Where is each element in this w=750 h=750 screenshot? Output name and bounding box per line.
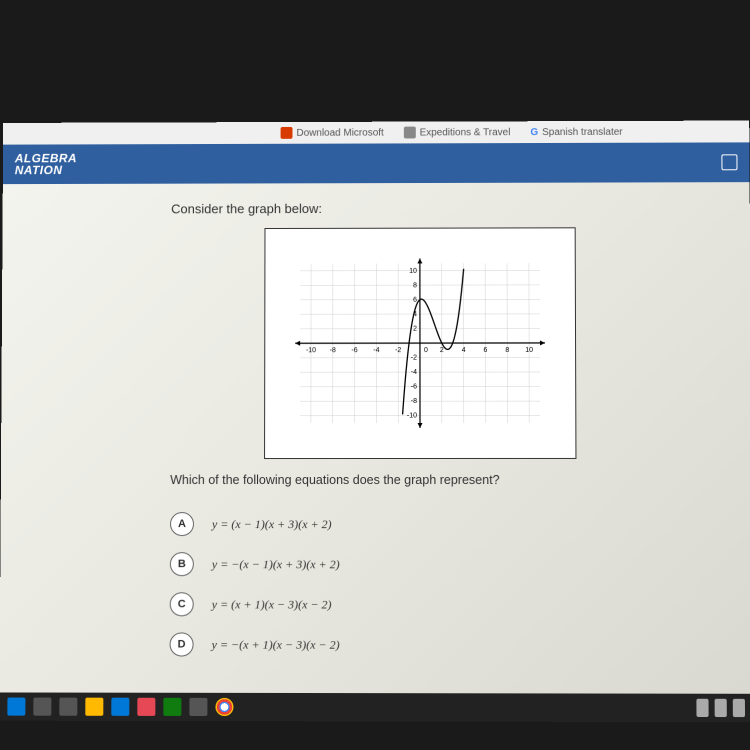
tray-icon[interactable]: [715, 699, 727, 717]
svg-text:-2: -2: [395, 347, 401, 354]
app-header: ALGEBRA NATION: [3, 142, 750, 184]
svg-text:6: 6: [483, 347, 487, 354]
google-icon: G: [530, 127, 538, 138]
option-equation: y = −(x − 1)(x + 3)(x + 2): [212, 557, 340, 572]
question-text: Which of the following equations does th…: [170, 473, 671, 487]
svg-text:2: 2: [440, 347, 444, 354]
search-icon[interactable]: [33, 698, 51, 716]
svg-text:-8: -8: [330, 347, 336, 354]
tray-icon[interactable]: [733, 699, 745, 717]
bookmarks-bar: Download Microsoft Expeditions & Travel …: [3, 121, 749, 145]
graph-svg: -10-8-6-4-2246810-10-8-6-4-22468100: [265, 228, 575, 458]
svg-text:0: 0: [424, 347, 428, 354]
option-c[interactable]: C y = (x + 1)(x − 3)(x − 2): [170, 592, 672, 617]
chrome-icon[interactable]: [215, 698, 233, 716]
svg-text:8: 8: [505, 347, 509, 354]
bookmark-icon: [404, 127, 416, 139]
screen: Download Microsoft Expeditions & Travel …: [0, 121, 750, 723]
question-content: Consider the graph below: -10 -8 -6 -4 -2 2 4 6…: [169, 200, 672, 712]
option-a[interactable]: A y = (x − 1)(x + 3)(x + 2): [170, 512, 671, 536]
app-icon[interactable]: [189, 698, 207, 716]
bookmark-label: Download Microsoft: [296, 127, 383, 138]
checkbox-icon[interactable]: [721, 154, 737, 170]
svg-text:2: 2: [413, 326, 417, 333]
windows-taskbar[interactable]: [0, 692, 750, 722]
algebra-nation-logo[interactable]: ALGEBRA NATION: [15, 152, 77, 176]
option-letter: D: [170, 632, 194, 656]
svg-text:10: 10: [525, 347, 533, 354]
option-letter: B: [170, 552, 194, 576]
photo-frame: Download Microsoft Expeditions & Travel …: [0, 0, 750, 750]
bookmark-label: Expeditions & Travel: [420, 127, 511, 138]
svg-text:-4: -4: [411, 369, 417, 376]
svg-text:6: 6: [413, 297, 417, 304]
svg-text:-8: -8: [411, 398, 417, 405]
option-b[interactable]: B y = −(x − 1)(x + 3)(x + 2): [170, 552, 672, 576]
option-equation: y = (x − 1)(x + 3)(x + 2): [212, 517, 332, 532]
app-icon[interactable]: [163, 698, 181, 716]
option-letter: A: [170, 512, 194, 536]
svg-text:-10: -10: [306, 347, 316, 354]
logo-line2: NATION: [15, 164, 77, 176]
svg-text:10: 10: [409, 268, 417, 275]
bookmark-item[interactable]: G Spanish translater: [530, 126, 622, 137]
svg-text:-2: -2: [411, 355, 417, 362]
app-icon[interactable]: [137, 698, 155, 716]
svg-text:4: 4: [462, 347, 466, 354]
option-equation: y = (x + 1)(x − 3)(x − 2): [212, 597, 332, 612]
app-icon[interactable]: [111, 698, 129, 716]
svg-text:8: 8: [413, 282, 417, 289]
bookmark-label: Spanish translater: [542, 126, 623, 137]
svg-text:-10: -10: [407, 413, 417, 420]
option-letter: C: [170, 592, 194, 616]
svg-text:-6: -6: [411, 384, 417, 391]
graph-figure: -10-8-6-4-2246810-10-8-6-4-22468100: [264, 227, 576, 459]
svg-text:-4: -4: [373, 347, 379, 354]
prompt-text: Consider the graph below:: [171, 200, 670, 216]
system-tray[interactable]: [696, 699, 745, 717]
app-icon[interactable]: [85, 698, 103, 716]
bookmark-icon: [281, 127, 293, 139]
bookmark-item[interactable]: Download Microsoft: [281, 127, 384, 139]
svg-text:-6: -6: [351, 347, 357, 354]
bookmark-item[interactable]: Expeditions & Travel: [404, 126, 511, 138]
start-icon[interactable]: [7, 698, 25, 716]
task-view-icon[interactable]: [59, 698, 77, 716]
tray-icon[interactable]: [696, 699, 708, 717]
option-equation: y = −(x + 1)(x − 3)(x − 2): [212, 637, 340, 652]
option-d[interactable]: D y = −(x + 1)(x − 3)(x − 2): [170, 632, 672, 657]
